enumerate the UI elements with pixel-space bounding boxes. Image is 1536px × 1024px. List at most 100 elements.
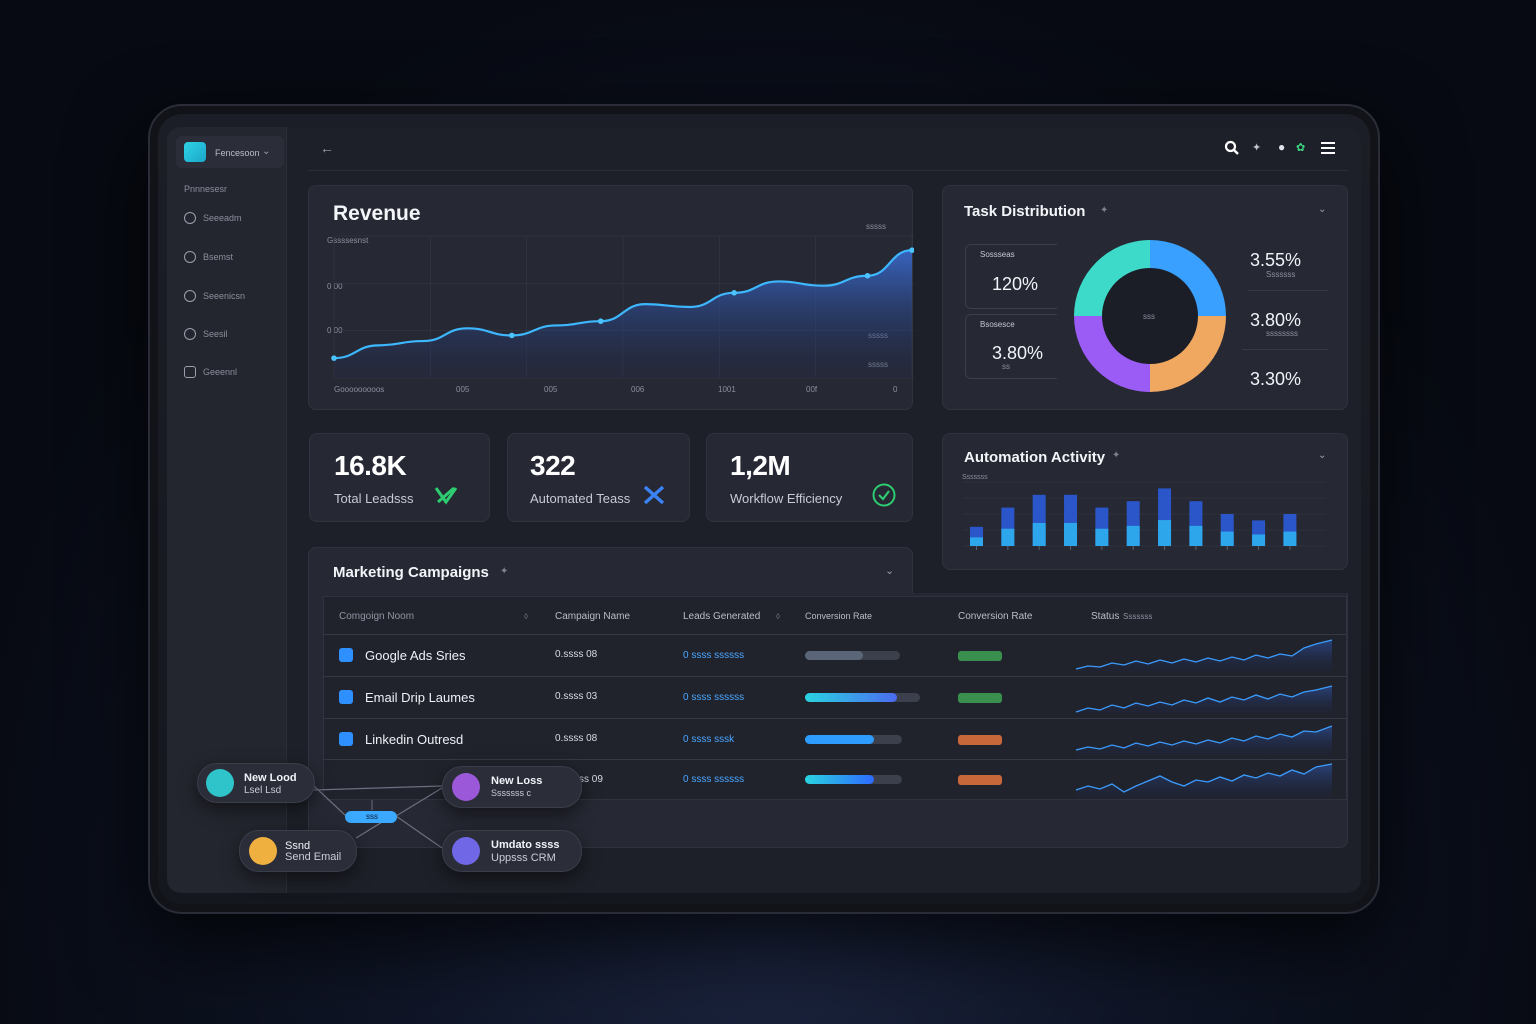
x-tick-label: 1001	[718, 385, 736, 394]
collapse-icon[interactable]: ⌄	[1318, 204, 1327, 215]
leads-generated: 0 ssss ssssss	[683, 774, 745, 785]
activity-bar-segment	[1095, 528, 1109, 546]
status-header-extra: Sssssss	[1123, 612, 1153, 621]
campaign-number: ss 09	[579, 774, 603, 785]
kpi-label: Automated Teass	[530, 491, 631, 506]
workflow-node-new-lead[interactable]: New Lood Lsel Lsd	[197, 763, 315, 803]
status-badge	[958, 775, 1002, 785]
divider	[1242, 349, 1328, 350]
kpi-card-total-leads: 16.8K Total Leadsss	[309, 433, 490, 522]
campaign-name: Linkedin Outresd	[365, 732, 464, 747]
table-row[interactable]: ss 09 0 ssss ssssss	[323, 760, 1347, 800]
table-header[interactable]: Campaign Name	[555, 611, 631, 622]
divider	[1248, 290, 1328, 291]
sidebar-item-4[interactable]: Seesil	[176, 322, 280, 346]
workflow-node-send-email[interactable]: Ssnd Send Email	[239, 830, 357, 872]
automation-activity-card	[942, 433, 1348, 570]
node-sub: Lsel Lsd	[244, 785, 282, 796]
activity-bar-segment	[1064, 522, 1078, 546]
sparkline-area	[1076, 764, 1332, 798]
table-header[interactable]: Conversion Rate	[805, 611, 873, 621]
revenue-line	[333, 249, 913, 360]
sparkle-icon: ✦	[1100, 205, 1109, 216]
conversion-bar	[805, 651, 863, 660]
divider	[323, 718, 1347, 719]
clock-icon	[184, 328, 196, 340]
revenue-point	[864, 272, 871, 279]
sidebar-item-5[interactable]: Geeennl	[176, 360, 280, 384]
table-row[interactable]: Email Drip Laumes 0.ssss 03 0 ssss sssss…	[323, 677, 1347, 718]
task-stat-box: Bsosesce 3.80% ss	[965, 314, 1057, 379]
table-header[interactable]: Conversion Rate	[958, 611, 1033, 622]
workflow-node-update-crm[interactable]: Umdato ssss Uppsss CRM	[442, 830, 582, 872]
sort-icon[interactable]: ◊	[776, 612, 780, 621]
table-header[interactable]: Status	[1091, 611, 1120, 622]
sidebar-item-2[interactable]: Bsemst	[176, 245, 280, 269]
activity-bar-segment	[970, 537, 983, 546]
task-donut-chart	[1074, 240, 1226, 392]
campaign-number: 0.ssss 03	[555, 691, 598, 702]
settings-icon	[184, 251, 196, 263]
chevron-down-icon[interactable]: ⌄	[262, 146, 271, 157]
table-header[interactable]: Leads Generated	[683, 611, 761, 622]
cross-icon	[642, 484, 666, 506]
leads-generated: 0 ssss ssssss	[683, 650, 745, 661]
task-stat-sub: ssssssss	[1266, 329, 1298, 338]
task-stat-value: 3.55%	[1250, 250, 1302, 270]
campaign-icon	[339, 648, 353, 662]
sparkle-icon: ✦	[1112, 450, 1121, 461]
top-bar	[307, 127, 1348, 171]
collapse-icon[interactable]: ⌄	[1318, 450, 1327, 461]
conversion-bar	[805, 735, 874, 744]
wand-icon[interactable]: ✦	[1252, 142, 1262, 154]
node-title: Ssnd	[285, 840, 311, 852]
campaign-number: 0.ssss 08	[555, 733, 598, 744]
activity-bar-segment	[1126, 525, 1140, 546]
sidebar-item-1[interactable]: Seeeadm	[176, 206, 280, 230]
sidebar-item-label: Bsemst	[203, 252, 234, 262]
sparkline-line	[1075, 725, 1333, 751]
sidebar-item-label: Seeeadm	[203, 213, 242, 223]
node-title: Umdato ssss	[491, 839, 560, 851]
task-stat-value: 3.30%	[1250, 369, 1302, 389]
sidebar-item-3[interactable]: Seeenicsn	[176, 284, 280, 308]
activity-bar-segment	[1189, 525, 1203, 546]
sort-icon[interactable]: ◊	[524, 612, 528, 621]
check-circle-icon	[872, 483, 896, 507]
task-stat-header: Sossseas	[980, 250, 1015, 259]
menu-icon[interactable]	[1321, 141, 1335, 154]
workflow-hub[interactable]: sss	[345, 811, 397, 823]
kpi-card-automated-tasks: 322 Automated Teass	[507, 433, 690, 522]
robot-icon	[452, 773, 480, 801]
search-icon[interactable]	[1224, 140, 1240, 156]
calendar-icon	[184, 366, 196, 378]
table-row[interactable]: Google Ads Sries 0.ssss 08 0 ssss ssssss	[323, 635, 1347, 676]
divider	[323, 676, 1347, 677]
task-stat-value: 120%	[992, 274, 1039, 294]
email-icon	[249, 837, 277, 865]
sparkline-area	[1076, 726, 1332, 756]
table-row[interactable]: Linkedin Outresd 0.ssss 08 0 ssss sssk	[323, 719, 1347, 760]
revenue-point	[597, 318, 604, 324]
check-cross-icon	[434, 484, 458, 506]
automation-activity-title: Automation Activity	[964, 449, 1106, 466]
task-stat-sub: ss	[1002, 362, 1010, 371]
pin-icon[interactable]: ●	[1278, 140, 1286, 154]
revenue-title: Revenue	[333, 202, 421, 225]
arrow-left-icon[interactable]: ←	[320, 140, 334, 156]
conversion-bar	[805, 693, 897, 702]
task-stat-header: Bsosesce	[980, 320, 1015, 329]
crm-icon	[452, 837, 480, 865]
x-tick-label: 005	[544, 385, 558, 394]
node-title: New Loss	[491, 775, 543, 787]
workflow-node-new-loss[interactable]: New Loss Sssssss c	[442, 766, 582, 808]
leaf-icon[interactable]: ✿	[1296, 142, 1306, 154]
table-header[interactable]: Comgoign Noom	[339, 611, 415, 622]
revenue-top-right: sssss	[866, 222, 886, 231]
automation-bar-chart	[964, 481, 1326, 550]
kpi-value: 16.8K	[334, 450, 407, 481]
x-tick-label: 005	[456, 385, 470, 394]
lead-icon	[206, 769, 234, 797]
collapse-icon[interactable]: ⌄	[885, 565, 895, 577]
app-logo-icon	[184, 142, 206, 162]
